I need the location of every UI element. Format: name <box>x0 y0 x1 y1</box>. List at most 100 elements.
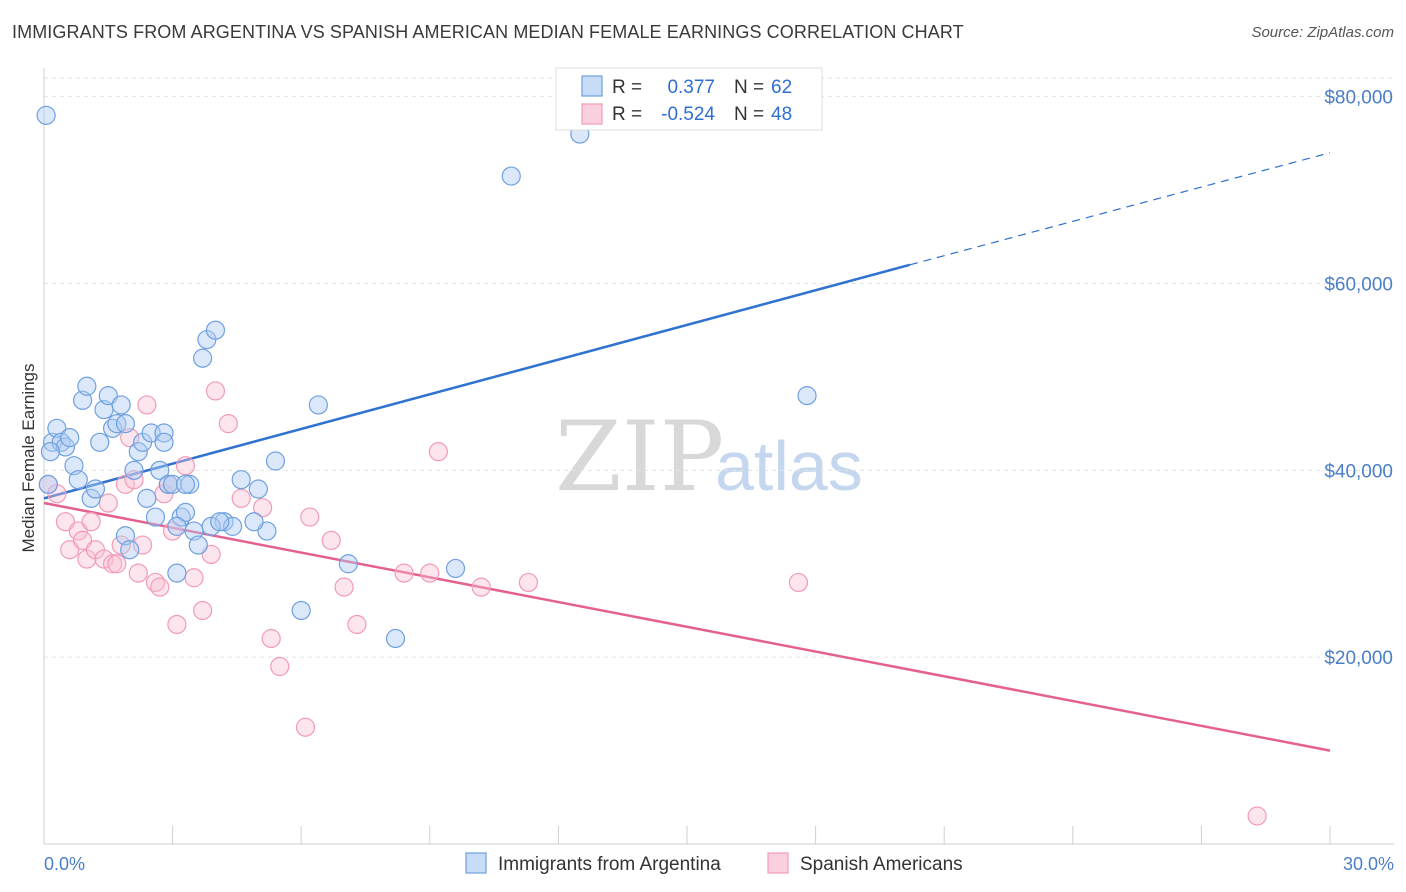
point-argentina <box>111 395 131 415</box>
point-spanish <box>68 521 88 541</box>
point-spanish <box>300 507 320 527</box>
point-argentina <box>158 474 178 494</box>
point-spanish <box>175 456 196 476</box>
point-spanish <box>111 535 131 555</box>
trend-line-spanish <box>43 501 1331 752</box>
point-argentina <box>244 512 264 532</box>
point-argentina <box>120 540 140 560</box>
axes <box>43 68 1394 845</box>
point-argentina <box>265 451 286 471</box>
point-spanish <box>150 577 170 597</box>
point-spanish <box>321 530 341 551</box>
point-argentina <box>193 348 213 368</box>
point-argentina <box>175 474 196 494</box>
point-argentina <box>445 558 466 579</box>
y-tick-label: $60,000 <box>1324 275 1393 296</box>
point-argentina <box>137 488 157 508</box>
point-spanish <box>72 530 93 551</box>
point-spanish <box>1247 806 1267 826</box>
y-tick-label: $20,000 <box>1324 648 1393 669</box>
point-spanish <box>218 414 238 434</box>
point-argentina <box>231 470 251 490</box>
point-argentina <box>38 474 58 494</box>
point-argentina <box>81 488 101 508</box>
point-argentina <box>201 516 221 536</box>
point-argentina <box>797 386 817 406</box>
grid-lines <box>44 77 1394 658</box>
legend-swatch-argentina <box>581 75 603 97</box>
bottom-legend-swatch-spanish <box>767 852 789 874</box>
legend-swatch-spanish <box>581 103 603 125</box>
point-argentina <box>115 414 136 434</box>
point-argentina <box>248 479 268 499</box>
point-argentina <box>338 554 358 574</box>
point-spanish <box>94 549 114 569</box>
point-spanish <box>420 563 440 583</box>
point-spanish <box>231 488 251 508</box>
point-argentina <box>55 437 76 457</box>
point-argentina <box>214 512 234 532</box>
data-points <box>36 105 1267 826</box>
y-tick-label: $40,000 <box>1324 461 1393 482</box>
trend-lines <box>43 152 1331 752</box>
point-spanish <box>334 577 354 597</box>
point-argentina <box>90 432 110 452</box>
point-argentina <box>180 474 200 494</box>
point-argentina <box>150 460 170 480</box>
point-argentina <box>291 600 311 621</box>
point-argentina <box>77 376 97 396</box>
point-argentina <box>188 535 208 555</box>
point-spanish <box>193 600 213 621</box>
point-argentina <box>124 460 144 480</box>
bottom-legend-label-argentina: Immigrants from Argentina <box>498 854 721 875</box>
point-argentina <box>154 432 174 452</box>
point-argentina <box>60 428 80 448</box>
point-spanish <box>347 614 367 635</box>
watermark-atlas: atlas <box>715 427 863 505</box>
point-spanish <box>60 540 80 560</box>
point-argentina <box>308 395 328 415</box>
point-argentina <box>36 105 56 125</box>
legend-n-label-2: N = <box>734 104 764 125</box>
point-spanish <box>115 474 136 494</box>
legend-r-value-1: 0.377 <box>667 77 715 98</box>
point-spanish <box>132 535 153 555</box>
point-argentina <box>385 628 406 649</box>
point-argentina <box>223 516 243 536</box>
point-argentina <box>167 516 187 536</box>
y-tick-labels: $20,000 $40,000 $60,000 $80,000 <box>1324 88 1393 669</box>
point-spanish <box>428 442 448 462</box>
bottom-legend-swatch-argentina <box>465 852 487 874</box>
correlation-legend: R = 0.377 N = 62 R = -0.524 N = 48 <box>555 67 823 131</box>
chart-title: IMMIGRANTS FROM ARGENTINA VS SPANISH AME… <box>12 22 964 42</box>
point-spanish <box>518 572 538 593</box>
source-label: Source: ZipAtlas.com <box>1251 24 1394 41</box>
x-tick-label-max: 30.0% <box>1343 854 1394 874</box>
point-argentina <box>205 320 226 340</box>
bottom-legend-label-spanish: Spanish Americans <box>800 854 963 875</box>
point-spanish <box>205 381 226 401</box>
point-spanish <box>102 554 123 574</box>
point-argentina <box>257 521 277 541</box>
trend-line-argentina <box>43 263 911 500</box>
legend-n-value-2: 48 <box>771 104 792 125</box>
legend-n-label-1: N = <box>734 77 764 98</box>
x-tick-label-min: 0.0% <box>44 854 85 874</box>
point-argentina <box>501 166 521 186</box>
point-spanish <box>201 544 221 565</box>
y-axis-label: Median Female Earnings <box>19 364 38 553</box>
point-argentina <box>85 479 106 499</box>
point-argentina <box>128 442 148 462</box>
point-argentina <box>167 563 187 583</box>
point-spanish <box>128 563 148 583</box>
legend-n-value-1: 62 <box>771 77 792 98</box>
point-spanish <box>295 717 316 737</box>
watermark-zip: ZIP <box>555 401 724 513</box>
point-spanish <box>253 498 273 518</box>
y-tick-label: $80,000 <box>1324 88 1393 109</box>
trend-line-argentina-extension <box>909 152 1331 266</box>
point-spanish <box>137 395 157 415</box>
point-argentina <box>68 470 88 490</box>
point-argentina <box>210 512 230 532</box>
